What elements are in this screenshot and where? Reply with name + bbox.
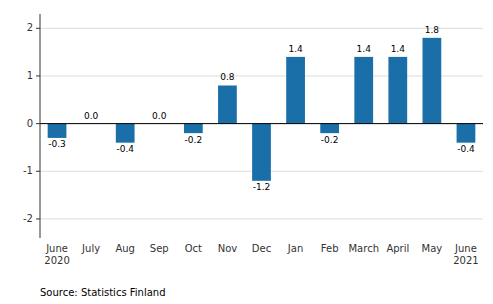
bar <box>388 57 407 124</box>
y-tick <box>36 28 40 29</box>
x-tick-label-line: April <box>386 243 409 254</box>
data-label: -0.3 <box>48 139 66 149</box>
data-label: 0.0 <box>84 111 99 121</box>
y-tick-label: 1 <box>27 70 33 81</box>
x-tick-label-line: Aug <box>115 243 135 254</box>
x-tick-label-line: March <box>348 243 378 254</box>
data-label: 0.0 <box>152 111 167 121</box>
data-label: -1.2 <box>253 182 271 192</box>
x-tick-label: April <box>386 243 409 254</box>
data-label: 1.4 <box>357 44 372 54</box>
x-tick-label-line: Oct <box>185 243 202 254</box>
grid-line <box>40 28 483 29</box>
grid-line <box>40 218 483 219</box>
data-label: -0.4 <box>457 144 475 154</box>
data-label: -0.2 <box>321 135 339 145</box>
data-label: 1.4 <box>288 44 303 54</box>
y-tick-label: -1 <box>23 165 33 176</box>
source: Source: Statistics Finland <box>40 287 166 298</box>
x-tick-label-line: 2020 <box>44 255 69 266</box>
x-tick-label: Aug <box>115 243 135 254</box>
bar <box>218 85 237 123</box>
x-tick-label: June2021 <box>453 243 478 266</box>
y-tick <box>36 123 40 124</box>
bar <box>457 124 476 143</box>
x-tick-label: July <box>81 243 100 254</box>
y-tick-label: 2 <box>27 22 33 33</box>
x-tick-label-line: Dec <box>252 243 271 254</box>
bar <box>184 124 203 134</box>
x-tick-label-line: June <box>454 243 477 254</box>
x-tick-label: Oct <box>185 243 202 254</box>
bar <box>354 57 373 124</box>
x-tick-label-line: June <box>45 243 68 254</box>
data-label: 0.8 <box>220 72 235 82</box>
x-tick-label-line: July <box>81 243 100 254</box>
y-axis-line <box>40 14 41 238</box>
x-tick-label: Feb <box>321 243 339 254</box>
grid-line <box>40 75 483 76</box>
bar <box>252 124 271 181</box>
data-label: -0.4 <box>116 144 134 154</box>
y-tick <box>36 75 40 76</box>
x-tick-label: May <box>422 243 443 254</box>
y-tick <box>36 171 40 172</box>
x-tick-label-line: May <box>422 243 443 254</box>
x-tick-label: Nov <box>218 243 238 254</box>
grid-line <box>40 123 483 124</box>
y-tick <box>36 218 40 219</box>
y-tick-label: -2 <box>23 213 33 224</box>
bar <box>286 57 305 124</box>
bar <box>116 124 135 143</box>
x-tick-label-line: Feb <box>321 243 339 254</box>
x-tick-label-line: 2021 <box>453 255 478 266</box>
x-tick-label: Dec <box>252 243 271 254</box>
x-tick-label: March <box>348 243 378 254</box>
x-tick-label: Sep <box>150 243 169 254</box>
data-label: -0.2 <box>185 135 203 145</box>
bars <box>48 38 476 181</box>
x-tick-label: Jan <box>287 243 303 254</box>
data-label: 1.8 <box>425 25 440 35</box>
bar <box>48 124 67 138</box>
x-tick-label: June2020 <box>44 243 69 266</box>
x-tick-label-line: Jan <box>287 243 303 254</box>
chart: -2 -1 0 1 2 -0.3 0.0 -0.4 0.0 -0.2 0.8 -1.2 1.4 -0.2 1… <box>0 0 493 304</box>
bar <box>320 124 339 134</box>
data-label: 1.4 <box>391 44 406 54</box>
x-tick-label-line: Sep <box>150 243 169 254</box>
y-tick-label: 0 <box>27 118 33 129</box>
x-tick-label-line: Nov <box>218 243 238 254</box>
bar <box>423 38 442 124</box>
zero-line <box>40 123 483 124</box>
